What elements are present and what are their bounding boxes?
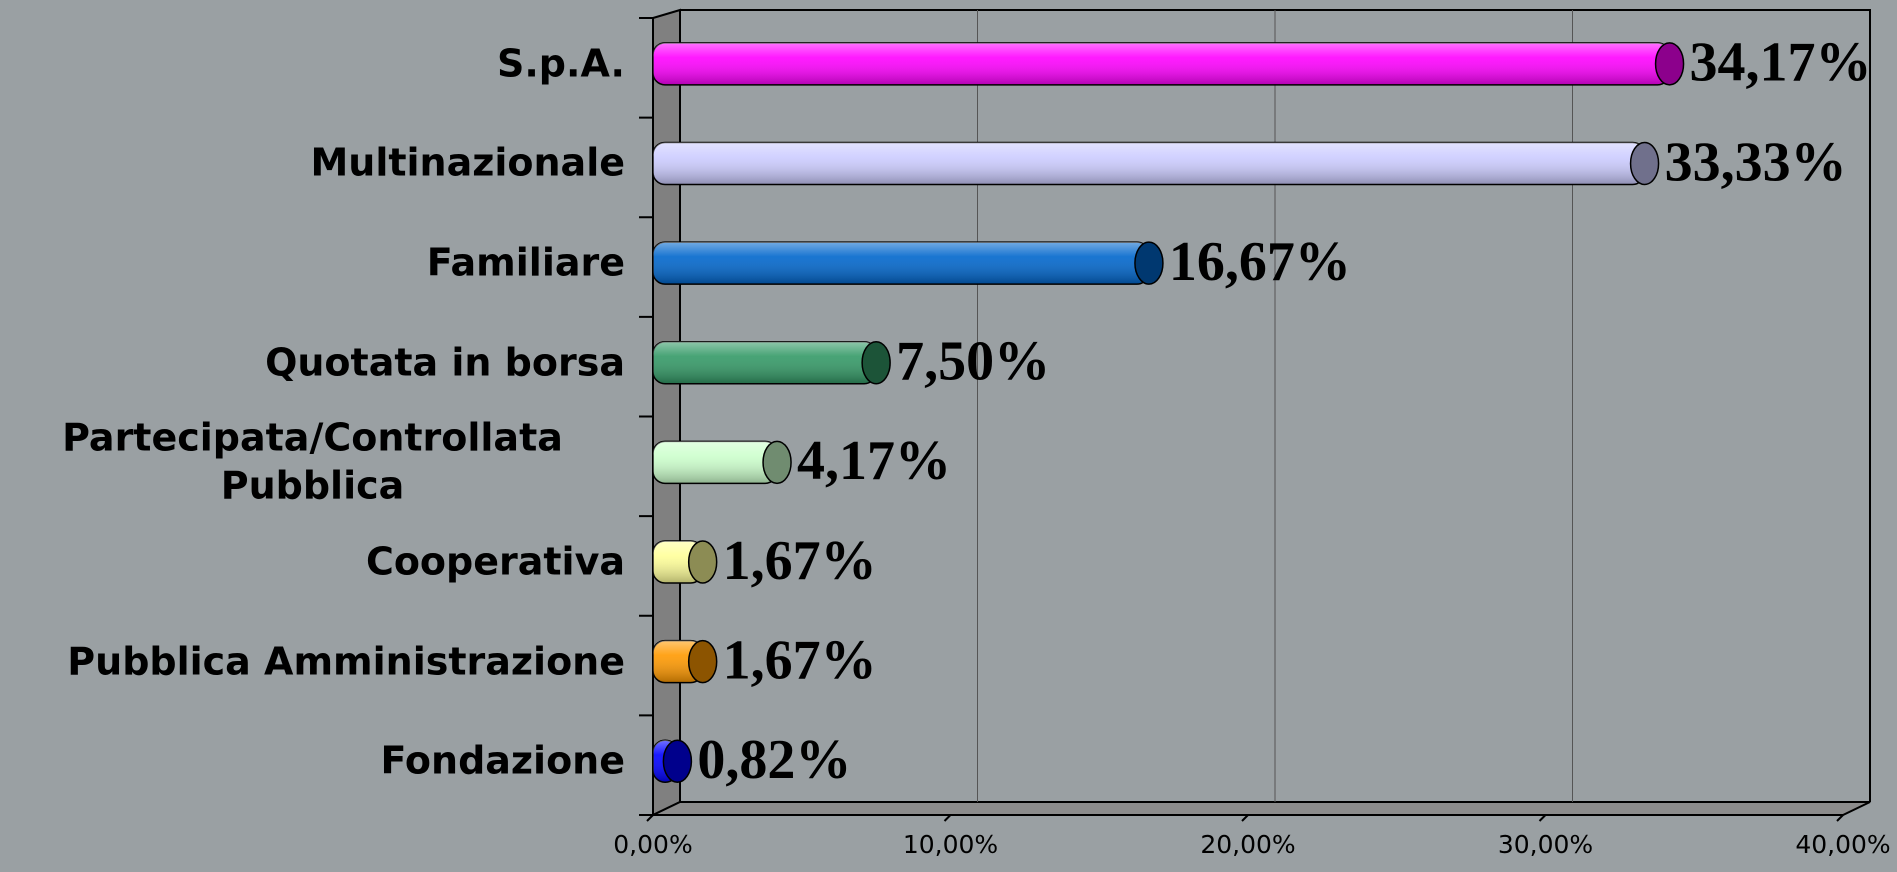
bar-cap-shade xyxy=(1135,242,1163,284)
category-text: Quotata in borsa xyxy=(265,339,625,387)
value-label: 1,67% xyxy=(723,629,877,691)
bar-shine xyxy=(653,142,1645,184)
bar-cap-shade xyxy=(689,541,717,583)
page: {"chart_data": {"type": "bar", "orientat… xyxy=(0,0,1897,872)
x-tick-label: 40,00% xyxy=(1795,830,1890,859)
bar-cap-shade xyxy=(663,740,691,782)
bar xyxy=(653,342,890,384)
x-tick-label: 30,00% xyxy=(1498,830,1593,859)
category-text: Multinazionale xyxy=(310,140,625,188)
value-label: 16,67% xyxy=(1169,231,1351,293)
bar-cap-shade xyxy=(1656,43,1684,85)
category-text: Partecipata/Controllata Pubblica xyxy=(0,415,625,510)
category-label: Quotata in borsa xyxy=(0,339,625,387)
category-label: Fondazione xyxy=(0,737,625,785)
category-text: Fondazione xyxy=(381,737,626,785)
category-text: Pubblica Amministrazione xyxy=(67,638,625,686)
value-label: 34,17% xyxy=(1690,32,1872,94)
x-tick-label: 20,00% xyxy=(1200,830,1295,859)
category-label: Cooperativa xyxy=(0,538,625,586)
category-label: Partecipata/Controllata Pubblica xyxy=(0,415,625,510)
category-text: Cooperativa xyxy=(366,538,625,586)
value-label: 1,67% xyxy=(723,530,877,592)
bar-cap-shade xyxy=(862,342,890,384)
category-label: S.p.A. xyxy=(0,40,625,88)
bar-shine xyxy=(653,342,876,384)
bar xyxy=(653,441,791,483)
bar-shine xyxy=(653,242,1149,284)
category-text: Familiare xyxy=(427,239,625,287)
bar xyxy=(653,541,717,583)
category-label: Familiare xyxy=(0,239,625,287)
value-label: 4,17% xyxy=(797,430,951,492)
value-label: 0,82% xyxy=(697,729,851,791)
bar xyxy=(653,242,1163,284)
floor xyxy=(653,802,1870,815)
bar xyxy=(653,740,691,782)
bar xyxy=(653,43,1684,85)
category-text: S.p.A. xyxy=(497,40,625,88)
bar-cap-shade xyxy=(763,441,791,483)
bar xyxy=(653,142,1659,184)
x-tick-label: 0,00% xyxy=(613,830,692,859)
bar xyxy=(653,641,717,683)
bar-shine xyxy=(653,43,1670,85)
bar-shine xyxy=(653,441,777,483)
x-tick-label: 10,00% xyxy=(903,830,998,859)
value-label: 7,50% xyxy=(896,331,1050,393)
bar-cap-shade xyxy=(689,641,717,683)
category-label: Multinazionale xyxy=(0,140,625,188)
bar-cap-shade xyxy=(1631,142,1659,184)
value-label: 33,33% xyxy=(1665,131,1847,193)
category-label: Pubblica Amministrazione xyxy=(0,638,625,686)
side-wall xyxy=(653,10,680,815)
